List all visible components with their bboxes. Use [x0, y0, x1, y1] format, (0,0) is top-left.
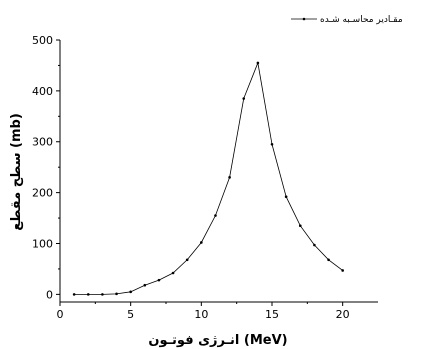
data-point	[86, 293, 90, 296]
data-point	[214, 214, 217, 217]
legend-marker	[302, 17, 306, 21]
data-point	[200, 241, 203, 244]
y-axis-title: سطح مقطع (mb)	[9, 113, 24, 231]
y-tick-label: 100	[32, 237, 53, 250]
data-point	[242, 97, 246, 100]
data-point	[129, 290, 132, 294]
data-point	[284, 195, 288, 198]
x-axis-title: انـرژی فوتـون (MeV)	[148, 333, 287, 348]
y-tick-label: 0	[46, 288, 53, 301]
data-point	[101, 293, 104, 296]
series-layer	[72, 61, 344, 296]
data-point	[327, 258, 330, 262]
x-tick-label: 5	[127, 308, 134, 321]
x-tick-label: 0	[57, 308, 64, 321]
axes	[59, 40, 378, 303]
data-point	[298, 224, 302, 227]
data-point	[72, 293, 76, 296]
data-point	[341, 269, 344, 272]
legend-label: مقـادیر محاسـبه شـده	[320, 15, 403, 25]
y-tick-label: 500	[32, 34, 53, 47]
data-point	[143, 283, 147, 287]
x-tick-label: 15	[265, 308, 279, 321]
data-point	[157, 278, 161, 282]
data-point	[256, 61, 260, 65]
x-tick-label: 10	[194, 308, 208, 321]
data-point	[171, 271, 175, 275]
data-point	[185, 258, 189, 262]
data-point	[270, 142, 274, 146]
y-tick-label: 300	[32, 136, 53, 149]
legend: مقـادیر محاسـبه شـده	[291, 15, 403, 25]
data-point	[313, 243, 316, 247]
y-tick-label: 400	[32, 85, 53, 98]
y-tick-label: 200	[32, 187, 53, 200]
data-point	[228, 176, 231, 179]
x-tick-label: 20	[336, 308, 350, 321]
data-point	[115, 292, 118, 296]
series-line	[74, 61, 343, 295]
